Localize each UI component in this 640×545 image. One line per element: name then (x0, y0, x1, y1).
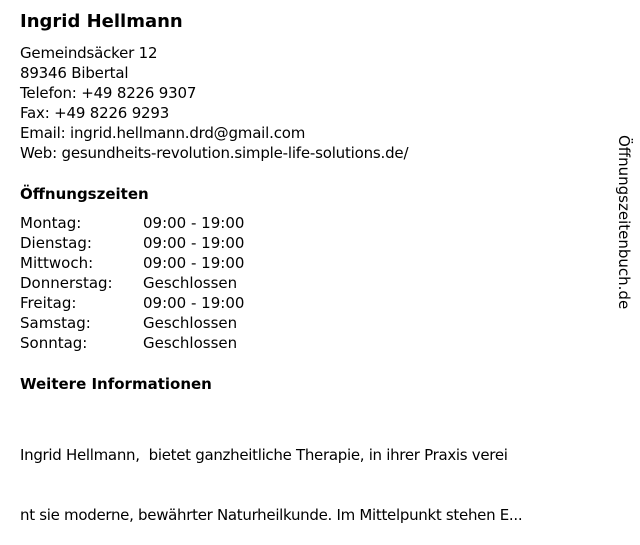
hours-row: Donnerstag: Geschlossen (20, 273, 244, 293)
day: Samstag: (20, 314, 91, 332)
time: Geschlossen (143, 334, 238, 352)
hours-row: Dienstag: 09:00 - 19:00 (20, 233, 244, 253)
day: Donnerstag: (20, 274, 113, 292)
day: Freitag: (20, 294, 77, 312)
street: Gemeindsäcker 12 (20, 44, 158, 62)
time: Geschlossen (143, 274, 238, 292)
description-line: nt sie moderne, bewährter Naturheilkunde… (20, 506, 523, 524)
time: Geschlossen (143, 314, 238, 332)
contact-block: Gemeindsäcker 12 89346 Bibertal Telefon:… (20, 43, 409, 163)
hours-row: Montag: 09:00 - 19:00 (20, 213, 244, 233)
time: 09:00 - 19:00 (143, 234, 245, 252)
time: 09:00 - 19:00 (143, 214, 245, 232)
email: Email: ingrid.hellmann.drd@gmail.com (20, 124, 306, 142)
time: 09:00 - 19:00 (143, 294, 245, 312)
day: Dienstag: (20, 234, 92, 252)
hours-heading: Öffnungszeiten (20, 185, 149, 203)
day: Montag: (20, 214, 82, 232)
city: 89346 Bibertal (20, 64, 129, 82)
website: Web: gesundheits-revolution.simple-life-… (20, 144, 409, 162)
hours-row: Mittwoch: 09:00 - 19:00 (20, 253, 244, 273)
time: 09:00 - 19:00 (143, 254, 245, 272)
info-heading: Weitere Informationen (20, 375, 212, 393)
hours-table: Montag: 09:00 - 19:00 Dienstag: 09:00 - 19… (20, 213, 244, 353)
fax: Fax: +49 8226 9293 (20, 104, 170, 122)
day: Mittwoch: (20, 254, 94, 272)
business-name: Ingrid Hellmann (20, 11, 183, 32)
hours-row: Samstag: Geschlossen (20, 313, 244, 333)
description: Ingrid Hellmann, bietet ganzheitliche Th… (20, 405, 630, 545)
hours-row: Freitag: 09:00 - 19:00 (20, 293, 244, 313)
description-line: Ingrid Hellmann, bietet ganzheitliche Th… (20, 446, 508, 464)
watermark: Öffnungszeitenbuch.de (615, 135, 633, 310)
hours-row: Sonntag: Geschlossen (20, 333, 244, 353)
phone: Telefon: +49 8226 9307 (20, 84, 197, 102)
day: Sonntag: (20, 334, 88, 352)
